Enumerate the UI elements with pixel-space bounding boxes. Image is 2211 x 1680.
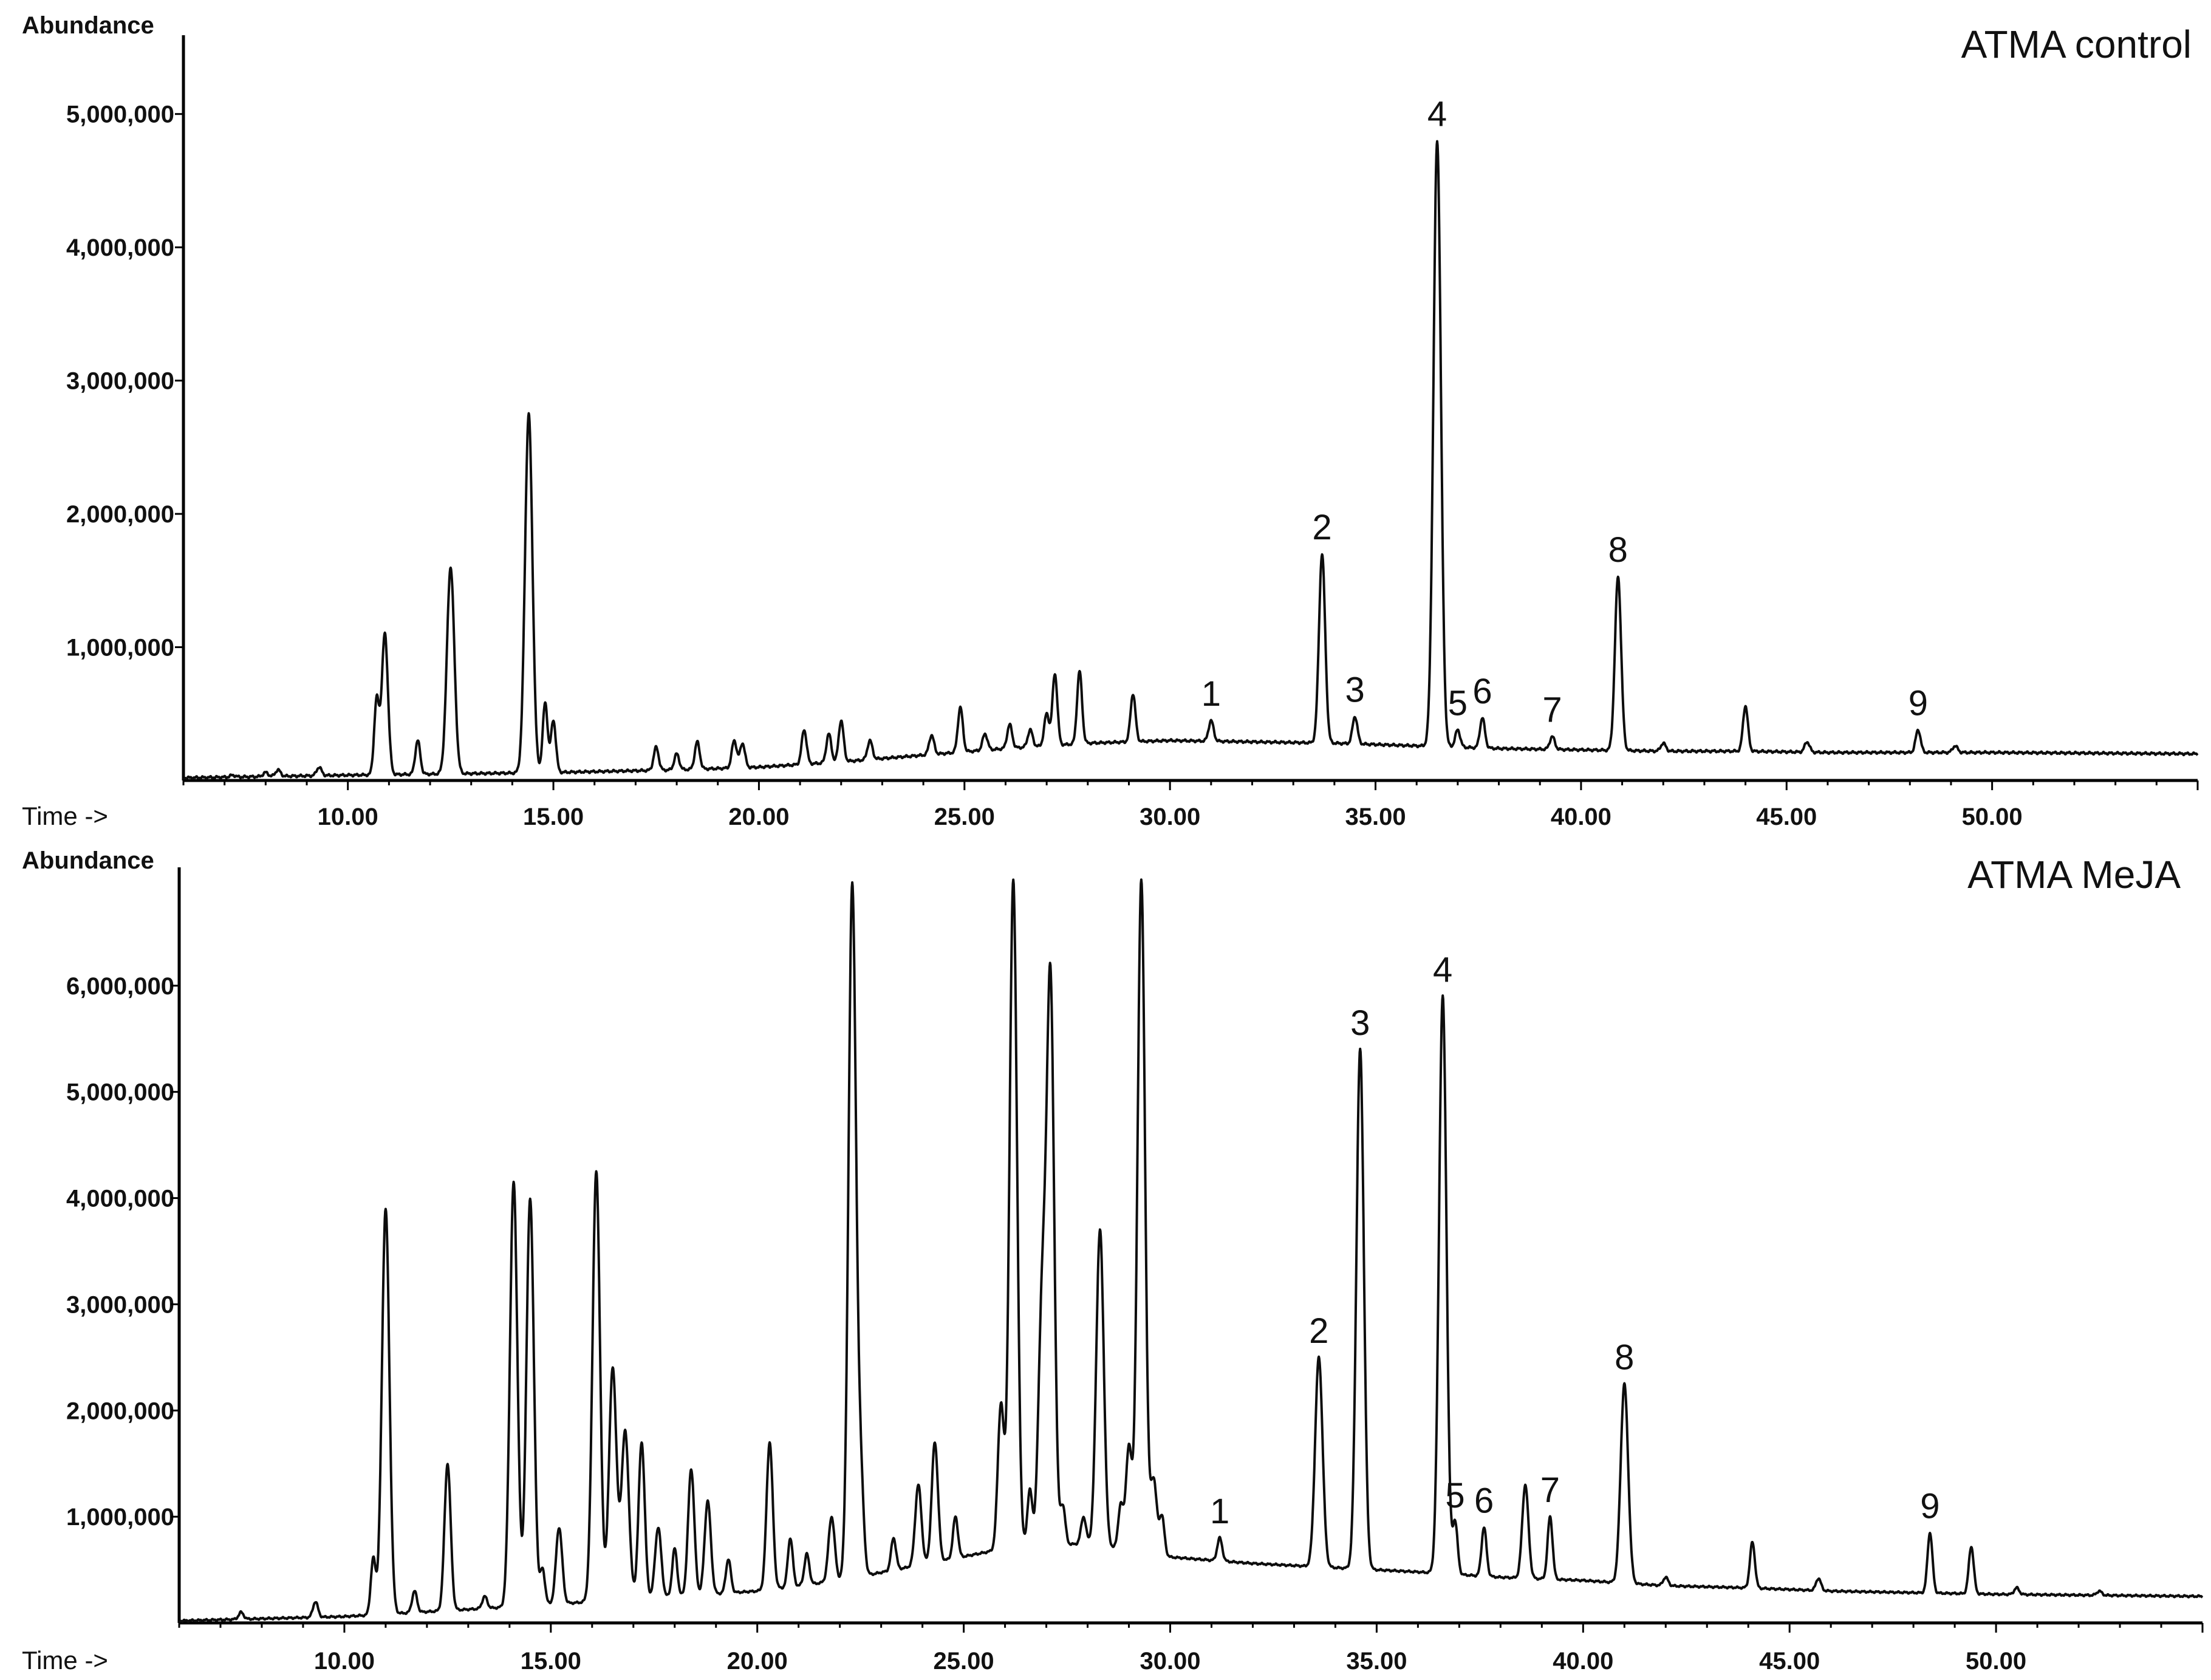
y-tick-label: 2,000,000	[66, 1398, 174, 1424]
y-tick-label: 1,000,000	[66, 635, 174, 661]
peak-labels: 1 2 3 4 5 6 7 8 9	[1210, 950, 1940, 1531]
chart-panel-control: Abundance ATMA control Time -> 1,000,000…	[22, 12, 2199, 830]
peak-label-4: 4	[1427, 95, 1447, 134]
y-tick-label: 4,000,000	[66, 234, 174, 261]
y-tick-label: 3,000,000	[66, 368, 174, 395]
y-tick-label: 3,000,000	[66, 1291, 174, 1318]
x-tick-label: 40.00	[1551, 804, 1611, 830]
chart-panel-meja: Abundance ATMA MeJA Time -> 1,000,000 2,…	[22, 847, 2204, 1675]
peak-label-1: 1	[1210, 1492, 1229, 1531]
x-tick-label: 25.00	[934, 1648, 994, 1675]
x-tick-label: 30.00	[1140, 804, 1200, 830]
peak-label-8: 8	[1615, 1338, 1634, 1378]
peak-label-6: 6	[1472, 672, 1492, 711]
peak-label-9: 9	[1920, 1486, 1939, 1526]
x-tick-label: 35.00	[1345, 804, 1406, 830]
x-tick-label: 45.00	[1759, 1648, 1820, 1675]
x-tick-label: 10.00	[314, 1648, 375, 1675]
peak-labels: 1 2 3 4 5 6 7 8 9	[1201, 95, 1928, 730]
peak-label-7: 7	[1540, 1470, 1560, 1510]
peak-label-8: 8	[1608, 530, 1628, 570]
x-tick-label: 50.00	[1966, 1648, 2026, 1675]
y-tick-label: 4,000,000	[66, 1186, 174, 1212]
peak-label-5: 5	[1445, 1476, 1464, 1515]
x-tick-label: 30.00	[1140, 1648, 1200, 1675]
peak-label-5: 5	[1448, 684, 1468, 723]
peak-label-1: 1	[1201, 674, 1221, 714]
x-tick-labels: 10.00 15.00 20.00 25.00 30.00 35.00 40.0…	[318, 804, 2023, 830]
x-tick-label: 10.00	[318, 804, 378, 830]
peak-label-4: 4	[1433, 950, 1452, 989]
y-axis-label: Abundance	[22, 847, 154, 874]
x-axis-label: Time ->	[22, 1646, 108, 1675]
y-tick-labels: 1,000,000 2,000,000 3,000,000 4,000,000 …	[66, 973, 174, 1531]
y-tick-label: 5,000,000	[66, 1079, 174, 1106]
peak-label-2: 2	[1309, 1311, 1328, 1351]
chromatogram-trace	[182, 140, 2199, 780]
chromatogram-trace	[178, 878, 2204, 1623]
y-tick-labels: 1,000,000 2,000,000 3,000,000 4,000,000 …	[66, 101, 174, 661]
x-tick-label: 50.00	[1962, 804, 2023, 830]
x-tick-label: 25.00	[934, 804, 995, 830]
x-tick-label: 15.00	[521, 1648, 581, 1675]
x-tick-label: 15.00	[523, 804, 584, 830]
y-tick-label: 1,000,000	[66, 1504, 174, 1531]
x-axis-label: Time ->	[22, 802, 108, 830]
x-tick-label: 20.00	[727, 1648, 788, 1675]
y-tick-label: 2,000,000	[66, 501, 174, 528]
y-axis-label: Abundance	[22, 12, 154, 39]
chart-title: ATMA control	[1961, 22, 2192, 66]
x-tick-label: 45.00	[1756, 804, 1817, 830]
x-tick-label: 40.00	[1553, 1648, 1613, 1675]
x-tick-labels: 10.00 15.00 20.00 25.00 30.00 35.00 40.0…	[314, 1648, 2026, 1675]
y-tick-label: 5,000,000	[66, 101, 174, 128]
peak-label-9: 9	[1909, 684, 1928, 723]
peak-label-7: 7	[1542, 691, 1562, 730]
chart-title: ATMA MeJA	[1967, 853, 2181, 896]
y-tick-label: 6,000,000	[66, 973, 174, 1000]
peak-label-6: 6	[1474, 1481, 1494, 1521]
peak-label-3: 3	[1350, 1003, 1370, 1043]
x-tick-label: 20.00	[728, 804, 789, 830]
peak-label-2: 2	[1312, 508, 1331, 547]
x-tick-label: 35.00	[1346, 1648, 1407, 1675]
peak-label-3: 3	[1345, 671, 1365, 710]
